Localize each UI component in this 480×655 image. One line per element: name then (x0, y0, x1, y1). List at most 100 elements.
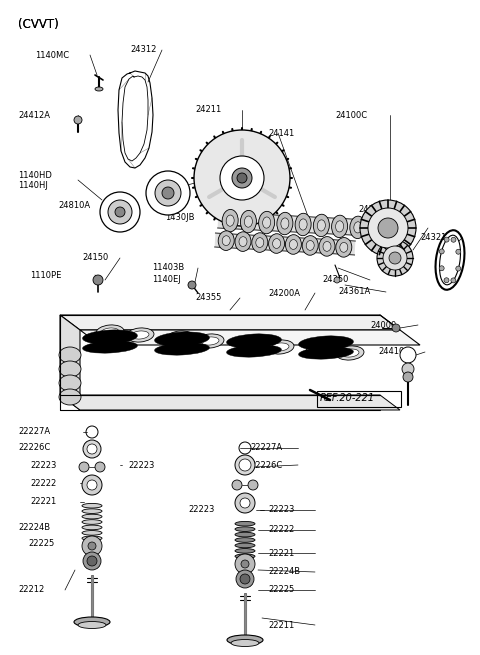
Text: 22223: 22223 (268, 506, 294, 514)
Text: 24141: 24141 (268, 128, 294, 138)
Circle shape (87, 444, 97, 454)
Text: 22225: 22225 (268, 586, 294, 595)
Polygon shape (217, 212, 371, 236)
Text: 1140EJ: 1140EJ (152, 276, 181, 284)
Ellipse shape (302, 236, 318, 255)
Ellipse shape (263, 217, 271, 228)
Ellipse shape (350, 216, 366, 238)
Circle shape (240, 574, 250, 584)
Circle shape (235, 554, 255, 574)
Text: 22227A: 22227A (18, 428, 50, 436)
Ellipse shape (82, 514, 102, 519)
Text: 1140HD: 1140HD (18, 170, 52, 179)
Text: 24810A: 24810A (58, 200, 90, 210)
Ellipse shape (101, 328, 119, 336)
Text: 24322: 24322 (358, 206, 384, 214)
Polygon shape (60, 315, 80, 410)
Circle shape (83, 440, 101, 458)
Circle shape (83, 552, 101, 570)
Ellipse shape (323, 242, 331, 252)
Ellipse shape (226, 215, 234, 226)
Text: 22221: 22221 (30, 498, 56, 506)
Circle shape (235, 455, 255, 475)
Ellipse shape (277, 212, 293, 234)
Text: 22221: 22221 (268, 548, 294, 557)
Circle shape (232, 480, 242, 490)
Ellipse shape (299, 347, 353, 359)
Ellipse shape (231, 639, 259, 646)
Text: 1140MC: 1140MC (35, 50, 69, 60)
Ellipse shape (240, 210, 256, 233)
Ellipse shape (319, 236, 335, 256)
Circle shape (400, 347, 416, 363)
Ellipse shape (306, 343, 334, 357)
Circle shape (241, 560, 249, 568)
Ellipse shape (59, 389, 81, 405)
Ellipse shape (273, 238, 281, 248)
Ellipse shape (227, 334, 281, 348)
Ellipse shape (59, 361, 81, 377)
Text: 24312: 24312 (130, 45, 156, 54)
Circle shape (444, 237, 449, 242)
Ellipse shape (78, 622, 106, 629)
Text: 24412A: 24412A (18, 111, 50, 119)
Ellipse shape (295, 214, 311, 236)
Circle shape (87, 556, 97, 566)
Ellipse shape (82, 536, 102, 540)
Ellipse shape (59, 347, 81, 363)
Ellipse shape (196, 334, 224, 348)
Text: REF.20-221: REF.20-221 (320, 393, 375, 403)
Circle shape (82, 536, 102, 556)
Ellipse shape (239, 236, 247, 246)
Circle shape (240, 498, 250, 508)
Circle shape (456, 250, 461, 254)
Circle shape (87, 480, 97, 490)
Ellipse shape (299, 336, 353, 350)
Circle shape (115, 207, 125, 217)
Circle shape (220, 156, 264, 200)
Ellipse shape (131, 331, 149, 339)
Ellipse shape (235, 527, 255, 531)
Text: 22211: 22211 (268, 620, 294, 629)
Circle shape (235, 493, 255, 513)
Ellipse shape (336, 346, 364, 360)
Ellipse shape (222, 236, 230, 246)
Circle shape (451, 278, 456, 283)
Text: 22222: 22222 (30, 479, 56, 487)
Text: 24211: 24211 (195, 105, 221, 115)
Ellipse shape (317, 220, 325, 231)
Circle shape (239, 459, 251, 471)
Ellipse shape (126, 328, 154, 342)
Ellipse shape (341, 349, 359, 357)
Ellipse shape (155, 343, 209, 355)
Text: 24355: 24355 (195, 293, 221, 303)
Circle shape (162, 187, 174, 199)
Text: 22226C: 22226C (18, 443, 50, 453)
Text: 22223: 22223 (188, 506, 215, 514)
Ellipse shape (313, 214, 329, 236)
Ellipse shape (83, 330, 137, 344)
Text: 1110PE: 1110PE (30, 271, 61, 280)
Ellipse shape (235, 548, 255, 553)
Ellipse shape (286, 234, 301, 254)
Circle shape (444, 278, 449, 283)
Ellipse shape (244, 216, 252, 227)
Text: 24350: 24350 (322, 276, 348, 284)
Text: 22222: 22222 (268, 525, 294, 534)
Ellipse shape (235, 538, 255, 542)
Ellipse shape (201, 337, 219, 345)
Circle shape (88, 542, 96, 550)
Ellipse shape (83, 341, 137, 353)
Text: 24000: 24000 (370, 320, 396, 329)
Text: 22224B: 22224B (268, 567, 300, 576)
Text: 24323: 24323 (385, 223, 411, 233)
Text: 24361A: 24361A (338, 288, 370, 297)
Circle shape (236, 570, 254, 588)
Circle shape (100, 192, 140, 232)
Ellipse shape (299, 219, 307, 230)
Polygon shape (80, 330, 420, 345)
Circle shape (79, 462, 89, 472)
Ellipse shape (171, 334, 189, 342)
Ellipse shape (222, 210, 238, 232)
Ellipse shape (155, 332, 209, 346)
